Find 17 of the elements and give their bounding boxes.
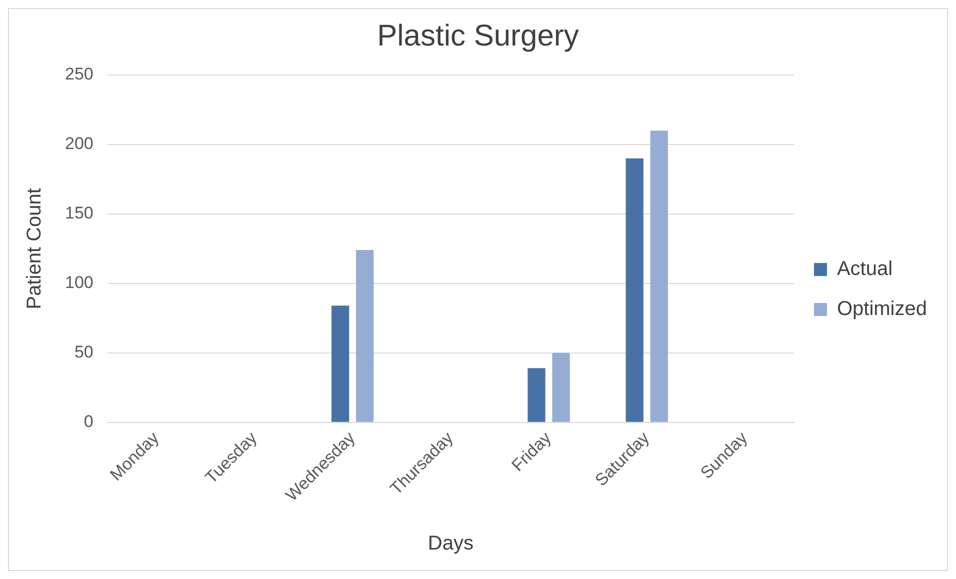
y-tick-label: 150 <box>64 204 94 223</box>
y-tick-label: 50 <box>74 342 94 362</box>
x-axis-title: Days <box>428 532 474 555</box>
bar <box>331 306 350 422</box>
bar <box>356 250 374 422</box>
y-tick-label: 200 <box>64 134 94 154</box>
y-tick-label: 100 <box>64 273 94 292</box>
bar <box>528 368 546 422</box>
y-tick-label: 250 <box>64 64 94 84</box>
chart-title: Plastic Surgery <box>377 19 579 52</box>
bar <box>626 158 644 422</box>
y-tick-label: 0 <box>84 412 94 431</box>
bar <box>650 130 668 422</box>
y-axis-title: Patient Count <box>24 188 46 310</box>
legend-label: Actual <box>836 258 893 280</box>
bar <box>552 352 570 422</box>
legend-label: Optimized <box>836 298 927 320</box>
